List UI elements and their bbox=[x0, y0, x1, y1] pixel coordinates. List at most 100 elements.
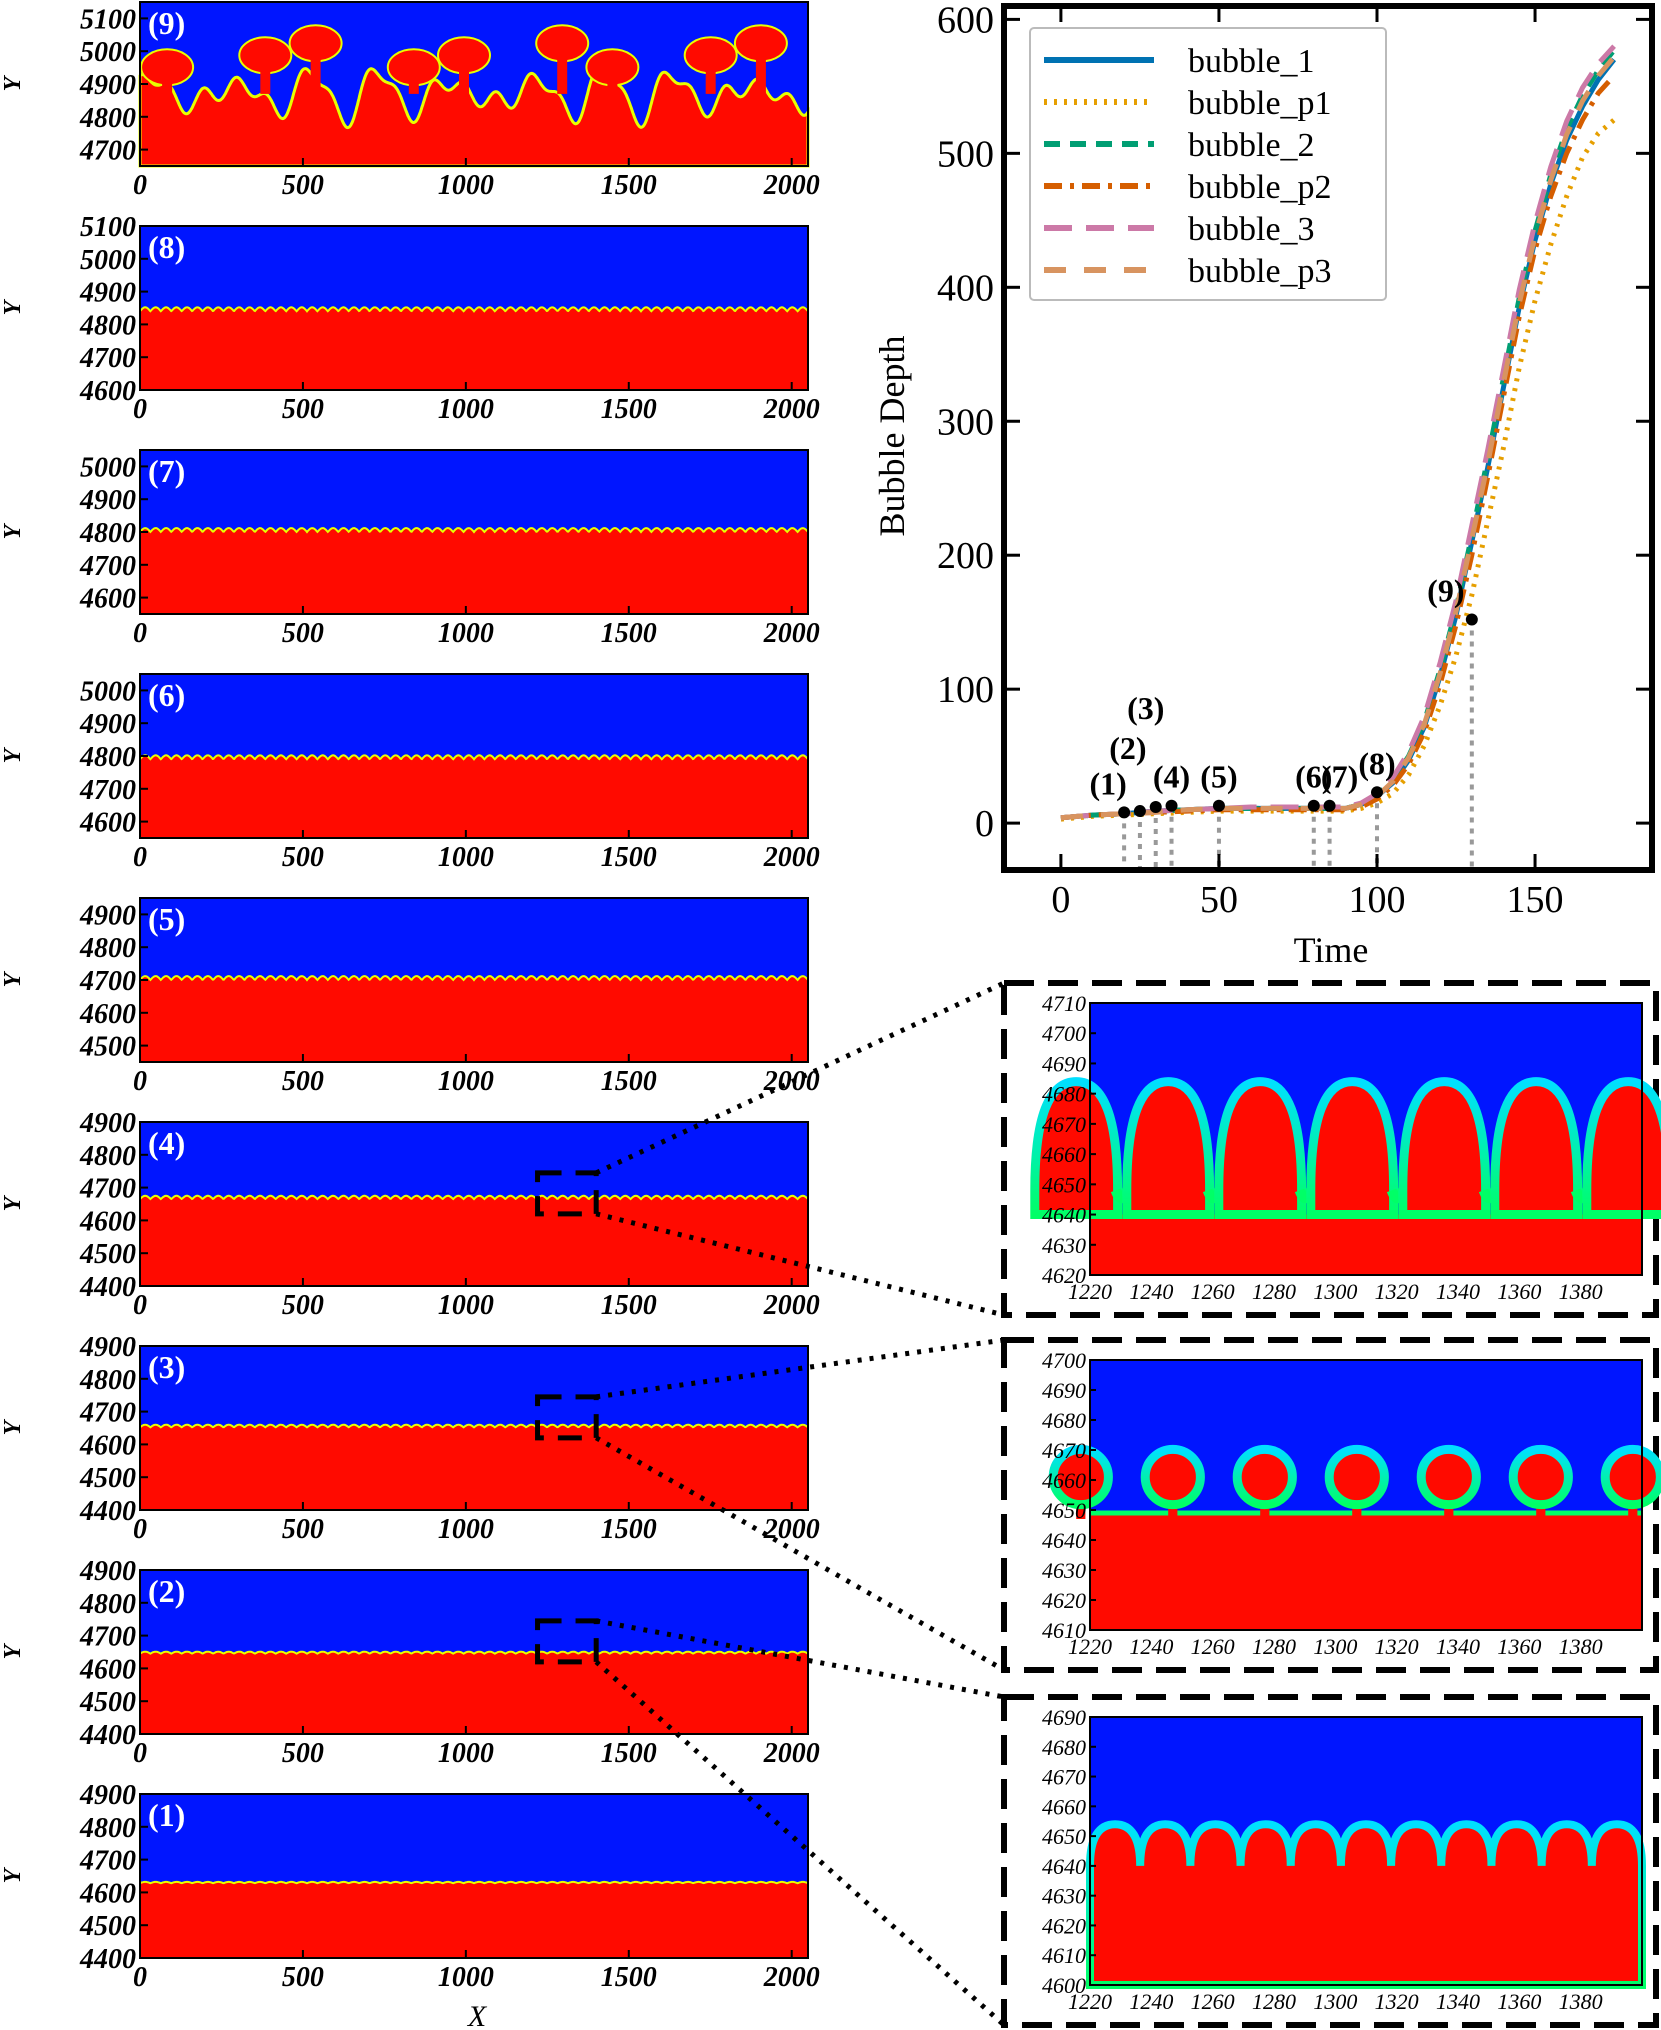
panel-frame bbox=[139, 225, 809, 391]
plume-stem bbox=[408, 67, 419, 94]
zoom-inner-frame bbox=[1089, 1002, 1643, 1276]
y-tick-label: 100 bbox=[937, 669, 994, 711]
zoom-panel: 4610 4620 4630 4640 4650 4660 4670 4680 4690 4700… bbox=[1001, 1337, 1661, 1673]
plume-stem bbox=[607, 67, 618, 94]
x-tick-label: 1500 bbox=[601, 842, 657, 873]
x-tick-label: 0 bbox=[133, 1290, 147, 1321]
x-tick-label: 1240 bbox=[1129, 1634, 1173, 1659]
x-tick-label: 1280 bbox=[1252, 1279, 1296, 1304]
marker-label: (4) bbox=[1153, 759, 1190, 795]
x-tick-label: 1000 bbox=[438, 1290, 494, 1321]
y-tick-label: 4700 bbox=[1042, 1021, 1086, 1046]
mushroom-bubble bbox=[1398, 1077, 1491, 1220]
legend-label: bubble_3 bbox=[1188, 211, 1315, 248]
mushroom-bubble bbox=[1582, 1077, 1661, 1220]
x-tick-label: 1000 bbox=[438, 394, 494, 425]
y-tick-label: 4600 bbox=[79, 1206, 136, 1237]
y-tick-label: 4500 bbox=[79, 1032, 136, 1063]
marker-point bbox=[1370, 786, 1383, 799]
plume-stem bbox=[557, 43, 568, 94]
y-tick-label: 4610 bbox=[1042, 1943, 1086, 1968]
x-tick-label: 500 bbox=[282, 1962, 324, 1993]
x-tick-label: 500 bbox=[282, 170, 324, 201]
bulb-bubble bbox=[1324, 1444, 1389, 1510]
x-tick-label: 1500 bbox=[601, 1514, 657, 1545]
zoom-panels: 4620 4630 4640 4650 4660 4670 4680 4690 4700 4710… bbox=[1001, 980, 1661, 2028]
panel-label: (3) bbox=[148, 1349, 185, 1385]
y-tick-label: 4700 bbox=[1042, 1348, 1086, 1373]
heavy-fluid-region bbox=[139, 754, 809, 839]
x-tick-label: 1340 bbox=[1436, 1279, 1480, 1304]
x-tick-label: 0 bbox=[133, 1962, 147, 1993]
legend-label: bubble_p3 bbox=[1188, 253, 1332, 290]
y-tick-label: 4600 bbox=[79, 376, 136, 407]
bulb-bubble bbox=[1416, 1444, 1481, 1510]
x-tick-label: 500 bbox=[282, 1066, 324, 1097]
y-tick-label: 600 bbox=[937, 0, 994, 41]
bulb-bubble bbox=[1232, 1444, 1297, 1510]
x-tick-label: 1500 bbox=[601, 1290, 657, 1321]
zoom-outer-frame bbox=[1001, 1694, 1659, 2028]
x-tick-label: 2000 bbox=[763, 394, 820, 425]
y-tick-label: 4710 bbox=[1042, 991, 1086, 1016]
y-tick-label: 4600 bbox=[79, 808, 136, 839]
y-tick-label: 4700 bbox=[79, 966, 136, 997]
zoom-panel: 4600 4610 4620 4630 4640 4650 4660 4670 4680 4690… bbox=[1001, 1694, 1659, 2028]
y-axis-label: Y bbox=[0, 1642, 26, 1659]
x-tick-label: 1000 bbox=[438, 1962, 494, 1993]
marker-point bbox=[1465, 613, 1478, 626]
y-tick-label: 4400 bbox=[79, 1944, 136, 1975]
x-tick-label: 2000 bbox=[763, 170, 820, 201]
x-tick-label: 0 bbox=[133, 1738, 147, 1769]
y-tick-label: 4700 bbox=[79, 551, 136, 582]
y-tick-label: 200 bbox=[937, 535, 994, 577]
panel-label: (9) bbox=[148, 5, 185, 41]
y-tick-label: 4900 bbox=[79, 709, 136, 740]
y-tick-label: 4630 bbox=[1042, 1884, 1086, 1909]
y-tick-label: 5000 bbox=[80, 37, 136, 68]
x-tick-label: 1280 bbox=[1252, 1989, 1296, 2014]
y-tick-label: 4400 bbox=[79, 1496, 136, 1527]
panel-frame bbox=[139, 1345, 809, 1511]
x-axis-label: X bbox=[467, 2000, 488, 2030]
legend-box bbox=[1029, 27, 1387, 301]
chart-frame bbox=[1001, 3, 1655, 873]
x-tick-label: 500 bbox=[282, 1738, 324, 1769]
x-tick-label: 0 bbox=[133, 1066, 147, 1097]
panel-frame bbox=[139, 1569, 809, 1735]
heavy-fluid-region bbox=[1090, 1214, 1642, 1275]
depth-y-axis-label: Bubble Depth bbox=[872, 336, 912, 537]
x-tick-label: 2000 bbox=[763, 842, 820, 873]
panel-label: (1) bbox=[148, 1797, 185, 1833]
heavy-fluid-region bbox=[139, 527, 809, 615]
y-tick-label: 4800 bbox=[79, 1365, 136, 1396]
connector-line bbox=[595, 1618, 1005, 1700]
y-tick-label: 300 bbox=[937, 401, 994, 443]
connector-line bbox=[595, 980, 1006, 1176]
y-tick-label: 4700 bbox=[79, 775, 136, 806]
y-tick-label: 4650 bbox=[1042, 1498, 1086, 1523]
y-tick-label: 500 bbox=[937, 133, 994, 175]
x-tick-label: 150 bbox=[1507, 879, 1564, 921]
plume-stem bbox=[310, 43, 321, 94]
x-tick-label: 1320 bbox=[1375, 1634, 1419, 1659]
y-tick-label: 4700 bbox=[79, 136, 136, 167]
cap-interface bbox=[1086, 1820, 1646, 1989]
x-tick-label: 100 bbox=[1348, 879, 1405, 921]
series-line-bubble_p1 bbox=[1060, 117, 1616, 822]
y-tick-label: 4600 bbox=[79, 1878, 136, 1909]
x-tick-label: 1000 bbox=[438, 1738, 494, 1769]
connector-line bbox=[595, 1337, 1005, 1400]
legend-label: bubble_p2 bbox=[1188, 169, 1332, 206]
zoom-source-box bbox=[535, 1618, 599, 1665]
x-tick-label: 500 bbox=[282, 842, 324, 873]
y-tick-label: 4500 bbox=[79, 1463, 136, 1494]
zoom-inner-frame bbox=[1089, 1716, 1643, 1986]
x-tick-label: 2000 bbox=[763, 1738, 820, 1769]
x-tick-label: 500 bbox=[282, 618, 324, 649]
y-tick-label: 4700 bbox=[79, 343, 136, 374]
x-tick-label: 1260 bbox=[1191, 1279, 1235, 1304]
